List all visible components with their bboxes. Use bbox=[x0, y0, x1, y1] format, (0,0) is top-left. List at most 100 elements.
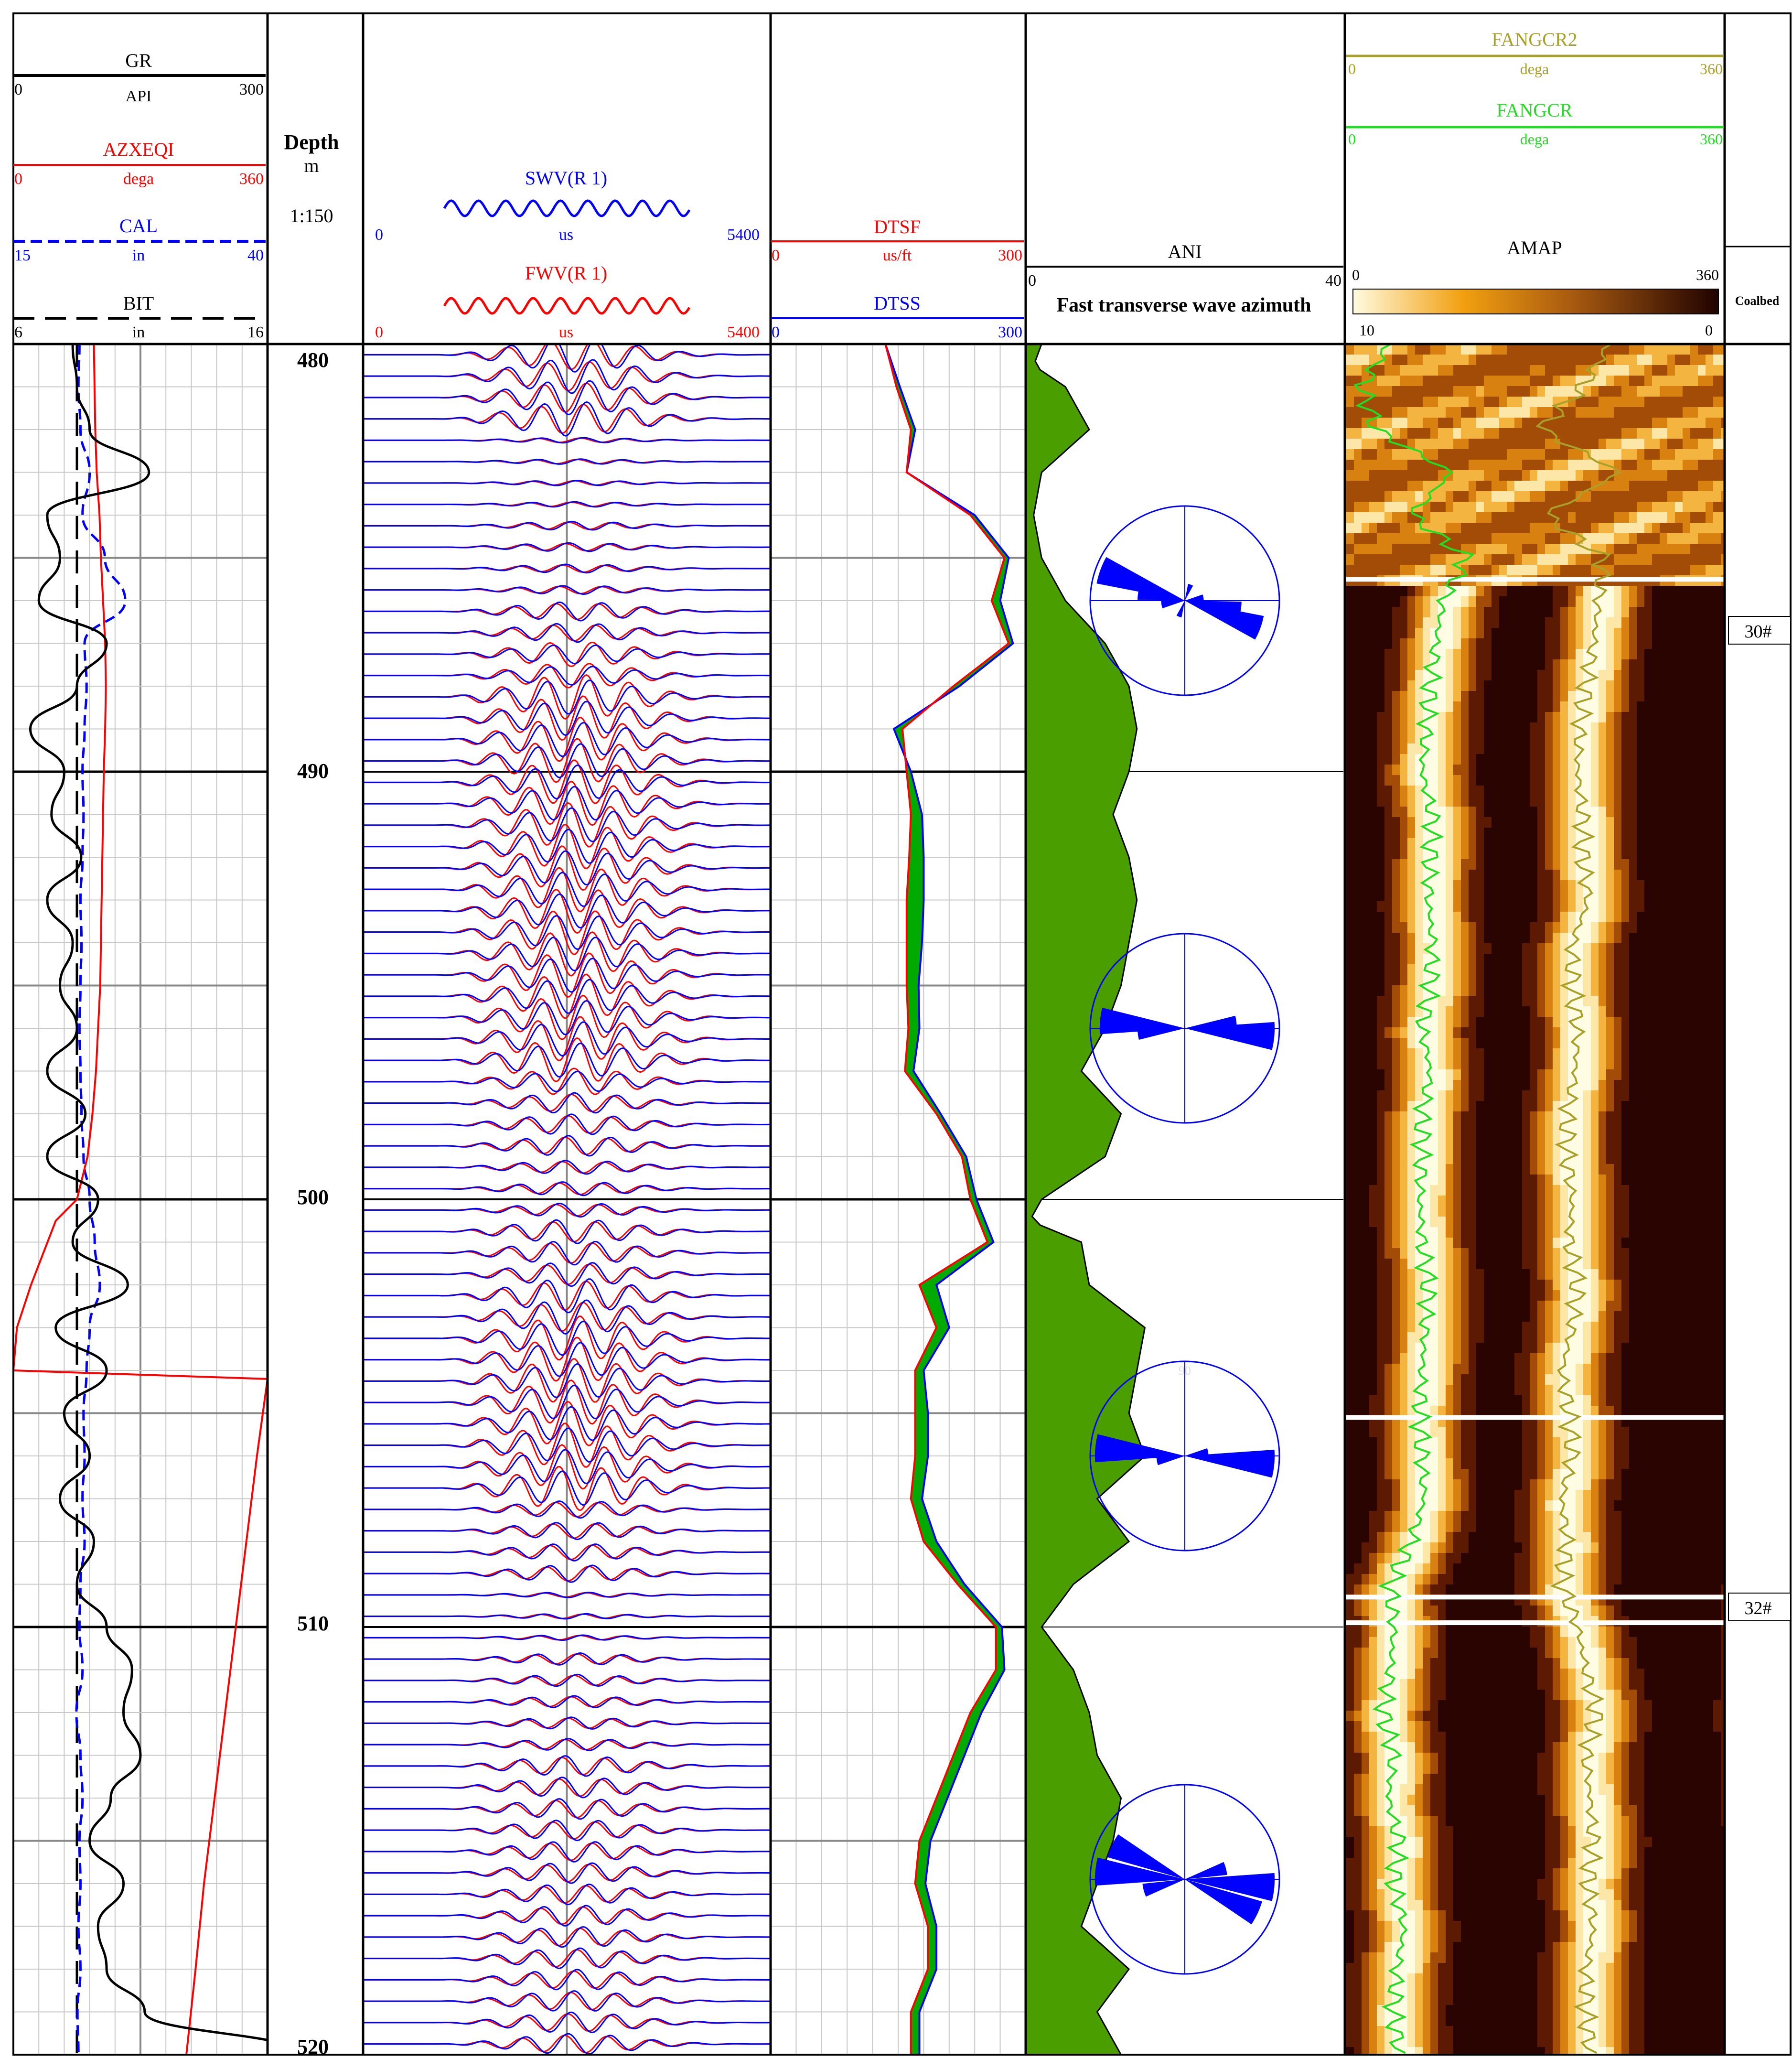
amap-cell bbox=[1346, 775, 1354, 786]
amap-cell bbox=[1583, 649, 1591, 660]
amap-cell bbox=[1683, 996, 1691, 1007]
amap-cell bbox=[1377, 1248, 1385, 1259]
amap-cell bbox=[1675, 344, 1683, 355]
amap-cell bbox=[1576, 1111, 1584, 1122]
amap-cell bbox=[1560, 691, 1568, 702]
amap-cell bbox=[1568, 1343, 1576, 1354]
amap-cell bbox=[1430, 1111, 1438, 1122]
amap-cell bbox=[1392, 775, 1400, 786]
amap-cell bbox=[1377, 1206, 1385, 1217]
amap-cell bbox=[1606, 1006, 1614, 1017]
amap-cell bbox=[1484, 1174, 1492, 1185]
amap-cell bbox=[1438, 807, 1446, 818]
amap-cell bbox=[1438, 1248, 1446, 1259]
amap-cell bbox=[1492, 1038, 1500, 1049]
amap-cell bbox=[1492, 523, 1500, 534]
amap-cell bbox=[1530, 922, 1538, 933]
amap-cell bbox=[1667, 1259, 1675, 1270]
amap-cell bbox=[1461, 1364, 1469, 1375]
amap-cell bbox=[1721, 722, 1725, 733]
amap-cell bbox=[1507, 1301, 1515, 1312]
amap-cell bbox=[1698, 996, 1706, 1007]
amap-cell bbox=[1476, 796, 1484, 807]
amap-cell bbox=[1369, 544, 1377, 555]
amap-cell bbox=[1507, 502, 1515, 513]
amap-cell bbox=[1560, 638, 1568, 649]
amap-cell bbox=[1499, 512, 1507, 523]
amap-cell bbox=[1675, 1332, 1683, 1343]
amap-cell bbox=[1492, 1143, 1500, 1154]
amap-cell bbox=[1530, 849, 1538, 860]
amap-cell bbox=[1591, 1196, 1599, 1207]
amap-cell bbox=[1698, 1038, 1706, 1049]
amap-cell bbox=[1369, 460, 1377, 471]
amap-cell bbox=[1683, 1301, 1691, 1312]
amap-cell bbox=[1568, 512, 1576, 523]
amap-cell bbox=[1514, 765, 1523, 776]
amap-cell bbox=[1621, 1238, 1630, 1249]
amap-cell bbox=[1614, 1290, 1622, 1301]
amap-cell bbox=[1621, 964, 1630, 975]
amap-cell bbox=[1346, 1122, 1354, 1133]
amap-cell bbox=[1484, 680, 1492, 691]
amap-cell bbox=[1614, 849, 1622, 860]
amap-cell bbox=[1637, 807, 1645, 818]
amap-cell bbox=[1453, 996, 1461, 1007]
amap-cell bbox=[1461, 870, 1469, 881]
amap-cell bbox=[1530, 397, 1538, 408]
amap-cell bbox=[1354, 743, 1362, 754]
amap-cell bbox=[1644, 502, 1653, 513]
amap-cell bbox=[1507, 638, 1515, 649]
amap-cell bbox=[1652, 670, 1660, 681]
amap-cell bbox=[1407, 355, 1416, 366]
amap-cell bbox=[1637, 523, 1645, 534]
amap-cell bbox=[1690, 617, 1698, 628]
amap-cell bbox=[1514, 933, 1523, 944]
amap-cell bbox=[1492, 1269, 1500, 1280]
amap-cell bbox=[1423, 523, 1431, 534]
amap-cell bbox=[1354, 1017, 1362, 1028]
amap-cell bbox=[1400, 460, 1408, 471]
amap-cell bbox=[1706, 996, 1714, 1007]
amap-cell bbox=[1721, 607, 1725, 618]
amap-cell bbox=[1499, 670, 1507, 681]
amap-cell bbox=[1438, 722, 1446, 733]
amap-cell bbox=[1530, 828, 1538, 839]
amap-cell bbox=[1377, 765, 1385, 776]
amap-cell bbox=[1629, 407, 1637, 418]
amap-cell bbox=[1384, 491, 1393, 502]
amap-cell bbox=[1469, 491, 1477, 502]
amap-cell bbox=[1453, 670, 1461, 681]
amap-cell bbox=[1537, 376, 1545, 387]
amap-cell bbox=[1545, 849, 1553, 860]
amap-cell bbox=[1415, 1311, 1423, 1322]
amap-cell bbox=[1430, 1143, 1438, 1154]
amap-cell bbox=[1599, 743, 1607, 754]
amap-cell bbox=[1599, 1332, 1607, 1343]
amap-cell bbox=[1377, 743, 1385, 754]
amap-cell bbox=[1629, 1353, 1637, 1364]
amap-cell bbox=[1392, 733, 1400, 744]
amap-cell bbox=[1377, 596, 1385, 607]
amap-cell bbox=[1667, 870, 1675, 881]
amap-cell bbox=[1514, 376, 1523, 387]
amap-cell bbox=[1453, 397, 1461, 408]
amap-cell bbox=[1568, 628, 1576, 639]
amap-cell bbox=[1652, 849, 1660, 860]
amap-cell bbox=[1461, 460, 1469, 471]
amap-cell bbox=[1553, 1269, 1561, 1280]
amap-cell bbox=[1583, 1185, 1591, 1196]
amap-cell bbox=[1621, 449, 1630, 460]
amap-cell bbox=[1354, 449, 1362, 460]
amap-cell bbox=[1384, 1248, 1393, 1259]
amap-cell bbox=[1499, 975, 1507, 986]
amap-cell bbox=[1614, 1122, 1622, 1133]
amap-cell bbox=[1514, 1059, 1523, 1070]
amap-cell bbox=[1606, 1322, 1614, 1333]
amap-cell bbox=[1660, 386, 1668, 397]
amap-cell bbox=[1660, 985, 1668, 996]
amap-cell bbox=[1514, 870, 1523, 881]
amap-cell bbox=[1675, 985, 1683, 996]
amap-cell bbox=[1614, 607, 1622, 618]
amap-cell bbox=[1591, 386, 1599, 397]
